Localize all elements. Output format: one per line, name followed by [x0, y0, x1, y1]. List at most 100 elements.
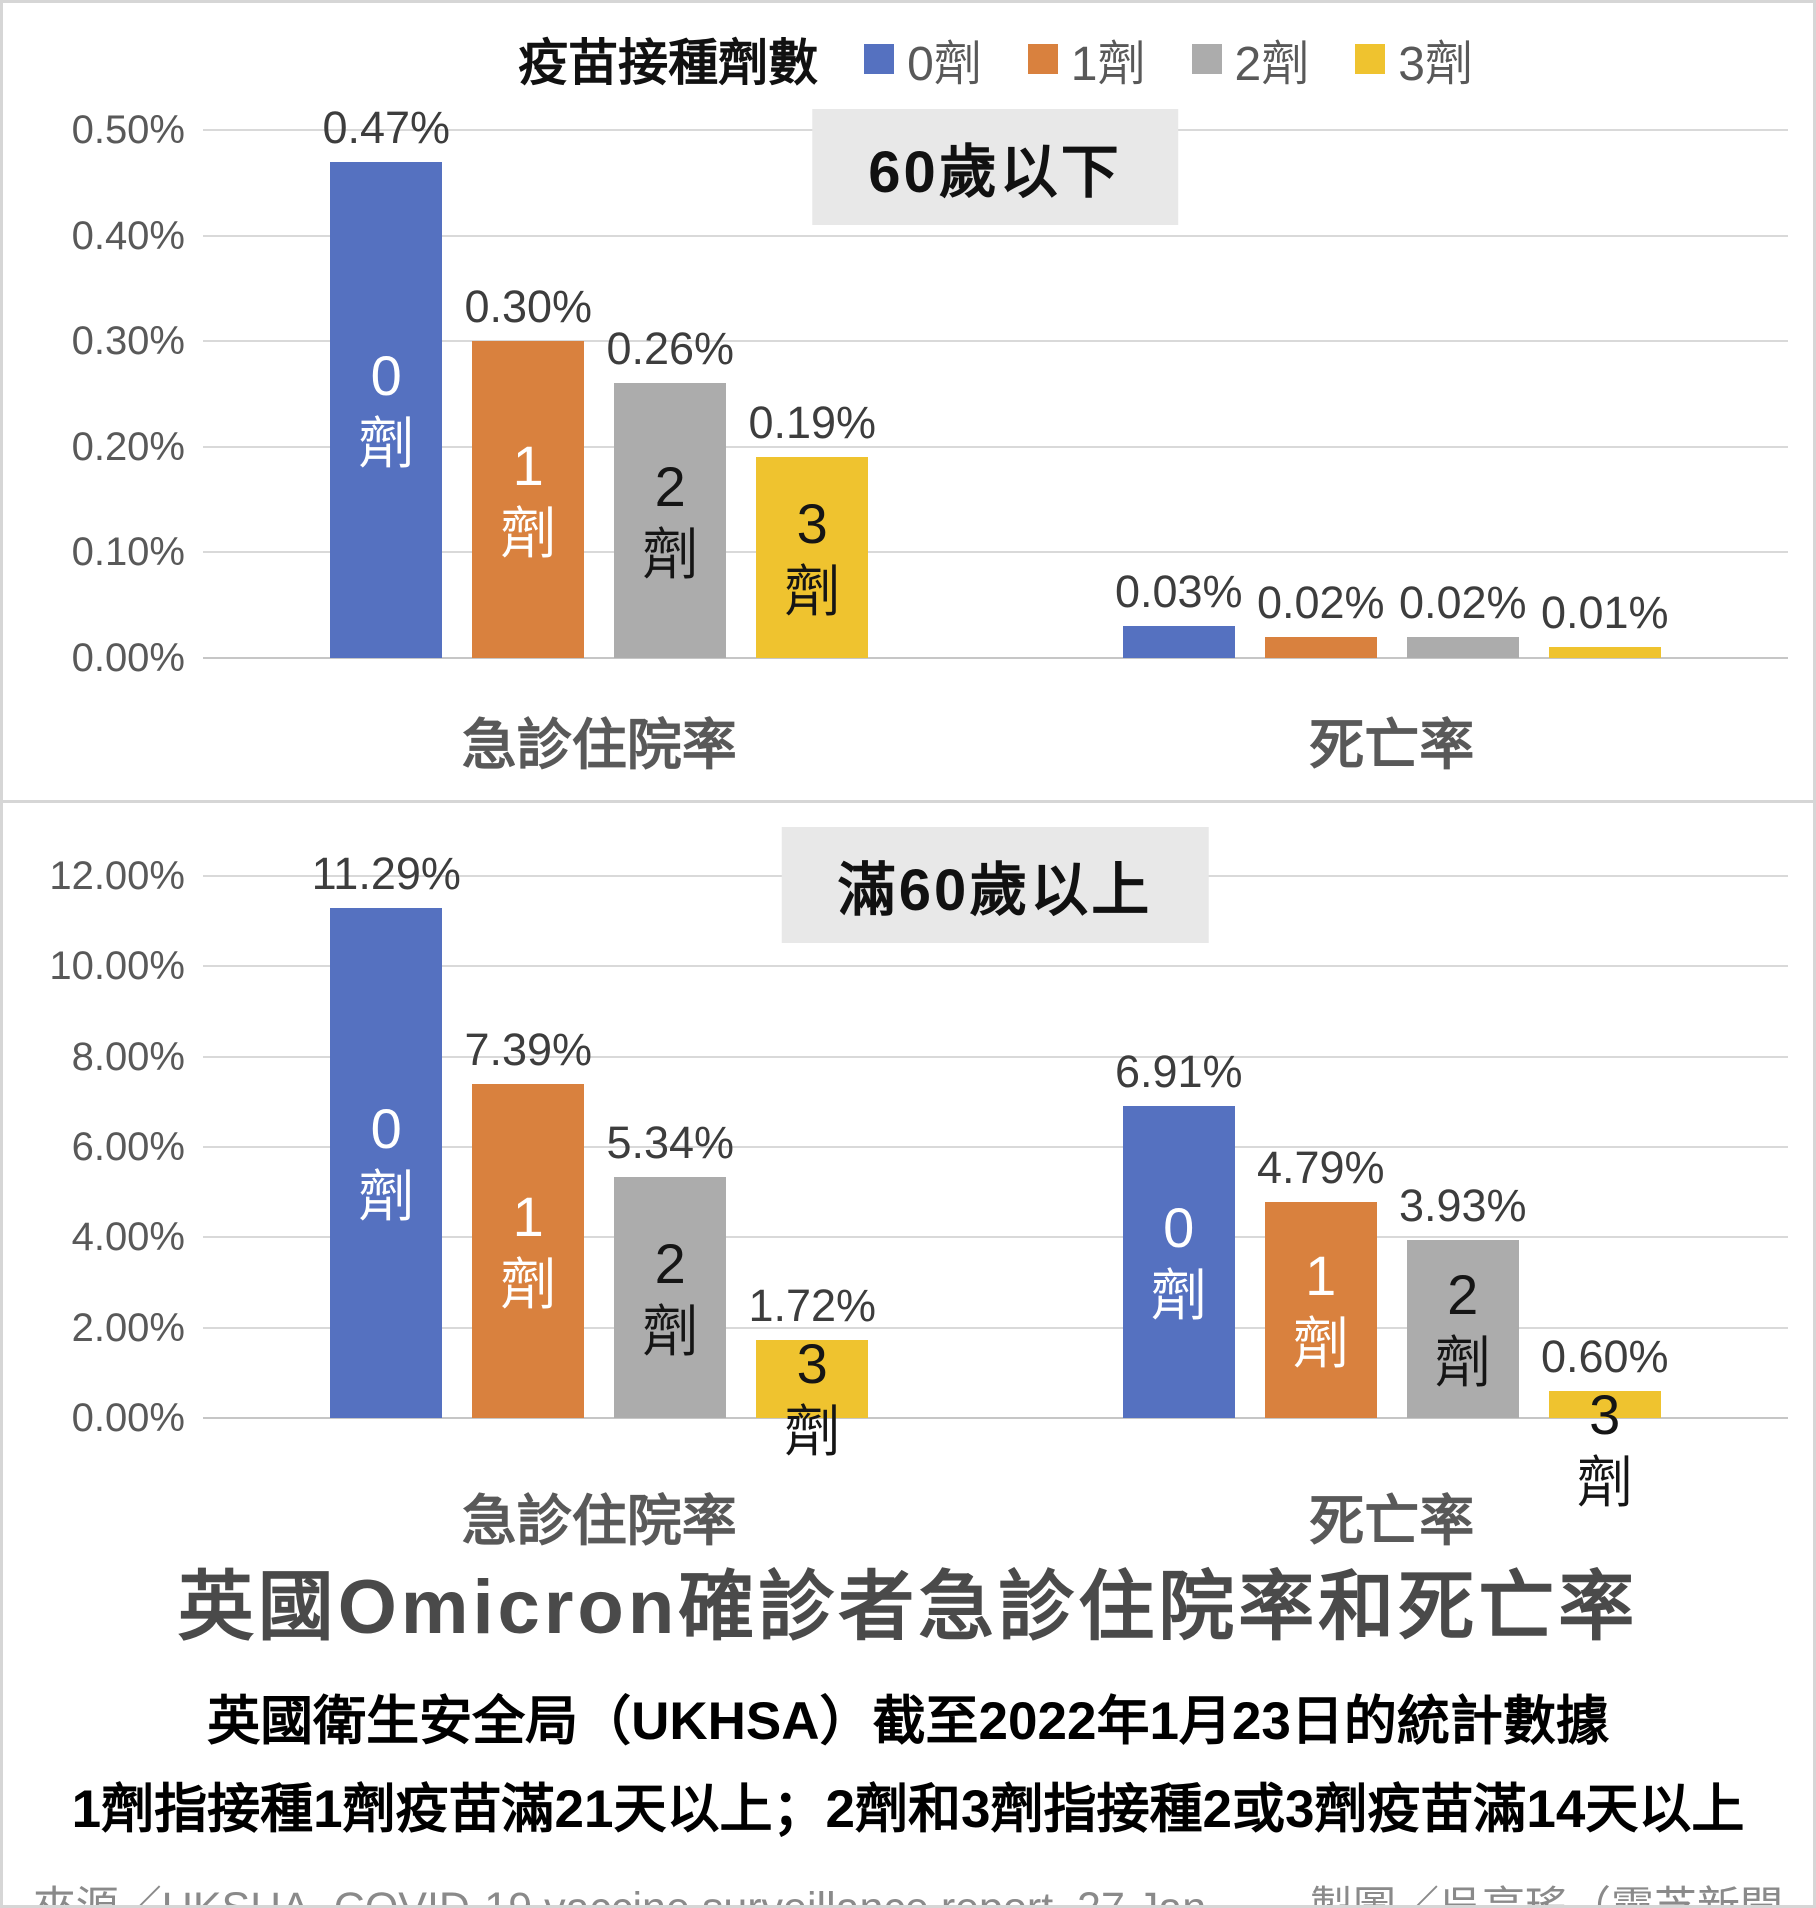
- chart-panel-under-60: 疫苗接種劑數 0劑 1劑 2劑 3劑 60歲以下 0.47% 0 劑 0.30% 1 劑 0.…: [3, 3, 1813, 800]
- y-axis-tick: 10.00%: [49, 944, 185, 989]
- bar-1劑-急診住院率: 0.30% 1 劑: [464, 281, 592, 658]
- age-group-badge-under-60: 60歲以下: [812, 109, 1178, 225]
- gridline: [203, 1326, 1788, 1329]
- footer: 英國Omicron確診者急診住院率和死亡率 英國衛生安全局（UKHSA）截至20…: [3, 1545, 1813, 1908]
- source-row: 來源／UKSHA, COVID-19 vaccine surveillance …: [3, 1873, 1813, 1908]
- bar-dose-label: 1 劑: [500, 433, 557, 565]
- legend-swatch-icon: [1355, 44, 1386, 74]
- bar-value-label: 0.26%: [606, 323, 735, 374]
- gridline: [203, 1417, 1788, 1419]
- y-axis-tick: 8.00%: [71, 1034, 185, 1079]
- bar-dose-label: 0 劑: [1150, 1196, 1207, 1327]
- legend-title: 疫苗接種劑數: [518, 35, 819, 91]
- bar-value-label: 7.39%: [464, 1024, 593, 1075]
- bar-value-label: 0.03%: [1114, 566, 1243, 617]
- age-group-badge-over-60: 滿60歲以上: [781, 827, 1209, 943]
- bar-value-label: 0.60%: [1540, 1331, 1669, 1382]
- bar-group-hospitalization: 0.47% 0 劑 0.30% 1 劑 0.26% 2 劑 0.19% 3 劑急診住院率: [203, 102, 996, 776]
- gridline: [203, 340, 1788, 343]
- y-axis-tick: 0.00%: [71, 636, 185, 680]
- plot-area-under-60: 0.47% 0 劑 0.30% 1 劑 0.26% 2 劑 0.19% 3 劑急診住院率 0.0…: [203, 102, 1789, 776]
- bar-2劑-死亡率: 3.93% 2 劑: [1399, 1180, 1527, 1418]
- legend-item-2劑: 2劑: [1191, 24, 1310, 94]
- bar-group-hospitalization: 11.29% 0 劑 7.39% 1 劑 5.34% 2 劑 1.72% 3 劑急診住院率: [203, 848, 996, 1552]
- bar-group-death: 0.03% 0.02% 0.02% 0.01% 死亡率: [996, 130, 1789, 776]
- bar-value-label: 6.91%: [1114, 1046, 1243, 1097]
- y-axis-tick: 0.00%: [71, 1396, 185, 1440]
- bars-row: 0.03% 0.02% 0.02% 0.01%: [1115, 566, 1669, 658]
- bar-dose-label: 0 劑: [358, 344, 415, 475]
- bar-value-label: 0.01%: [1540, 587, 1669, 638]
- bar-3劑-死亡率: 0.01%: [1541, 587, 1669, 658]
- bar-2劑-急診住院率: 0.26% 2 劑: [606, 323, 734, 658]
- bar-2劑-急診住院率: 5.34% 2 劑: [606, 1117, 734, 1418]
- y-axis-tick: 0.30%: [71, 319, 185, 364]
- legend-item-label: 0劑: [907, 38, 982, 91]
- gridline: [203, 234, 1788, 237]
- source-text: 來源／UKSHA, COVID-19 vaccine surveillance …: [32, 1884, 1207, 1908]
- y-axis-tick: 0.40%: [71, 213, 185, 258]
- chart-note: 1劑指接種1劑疫苗滿21天以上；2劑和3劑指接種2或3劑疫苗滿14天以上: [71, 1780, 1745, 1839]
- y-axis-tick: 0.50%: [71, 108, 185, 152]
- bar-value-label: 11.29%: [311, 848, 461, 899]
- y-axis-tick: 2.00%: [71, 1305, 185, 1350]
- gridline: [203, 965, 1788, 968]
- legend-items: 0劑 1劑 2劑 3劑: [864, 24, 1473, 94]
- bar-3劑-急診住院率: 0.19% 3 劑: [748, 397, 876, 658]
- category-label: 死亡率: [1309, 714, 1475, 776]
- bar-0劑-死亡率: 6.91% 0 劑: [1115, 1046, 1243, 1418]
- gridline: [203, 551, 1788, 554]
- credit-text: 製圖／吳亭瑤（靈芝新聞網）: [1309, 1884, 1783, 1908]
- bar-value-label: 0.02%: [1398, 577, 1527, 628]
- bar-1劑-死亡率: 0.02%: [1257, 577, 1385, 658]
- bar-group-death: 6.91% 0 劑 4.79% 1 劑 3.93% 2 劑 0.60% 3 劑死亡率: [996, 876, 1789, 1552]
- bar-value-label: 3.93%: [1398, 1180, 1527, 1231]
- bar-3劑-急診住院率: 1.72% 3 劑: [748, 1280, 876, 1463]
- bar-value-label: 4.79%: [1256, 1142, 1385, 1193]
- bar-0劑-死亡率: 0.03%: [1115, 566, 1243, 658]
- bar-1劑-死亡率: 4.79% 1 劑: [1257, 1142, 1385, 1418]
- bar-value-label: 0.47%: [322, 102, 451, 153]
- bar-dose-label: 3 劑: [1576, 1383, 1633, 1514]
- legend-swatch-icon: [1191, 44, 1222, 74]
- bar-dose-label: 1 劑: [1292, 1244, 1349, 1375]
- legend-swatch-icon: [1027, 44, 1058, 74]
- legend-item-1劑: 1劑: [1027, 24, 1146, 94]
- bar-value-label: 1.72%: [748, 1280, 877, 1331]
- category-label: 急診住院率: [461, 1490, 737, 1552]
- category-label: 急診住院率: [461, 714, 737, 776]
- bar-dose-label: 1 劑: [500, 1185, 557, 1316]
- bars-row: 11.29% 0 劑 7.39% 1 劑 5.34% 2 劑 1.72% 3 劑: [312, 848, 876, 1463]
- y-axis-tick: 0.20%: [71, 424, 185, 469]
- gridline: [203, 1055, 1788, 1058]
- legend-item-label: 3劑: [1398, 38, 1473, 91]
- y-axis-tick: 12.00%: [49, 854, 185, 898]
- bar-dose-label: 2 劑: [1434, 1263, 1491, 1394]
- y-axis-tick: 6.00%: [71, 1125, 185, 1169]
- chart-subtitle: 英國衛生安全局（UKHSA）截至2022年1月23日的統計數據: [207, 1692, 1609, 1751]
- legend-item-label: 1劑: [1070, 38, 1146, 91]
- y-axis-tick: 4.00%: [71, 1215, 185, 1260]
- gridline: [203, 445, 1788, 448]
- bar-dose-label: 3 劑: [784, 491, 841, 623]
- bar-2劑-死亡率: 0.02%: [1399, 577, 1527, 658]
- bar-1劑-急診住院率: 7.39% 1 劑: [464, 1024, 592, 1418]
- legend-swatch-icon: [864, 44, 895, 74]
- bar-dose-label: 3 劑: [784, 1332, 841, 1463]
- bar-3劑-死亡率: 0.60% 3 劑: [1541, 1331, 1669, 1514]
- bar-value-label: 5.34%: [606, 1117, 735, 1168]
- bar-dose-label: 2 劑: [642, 454, 699, 586]
- gridline: [203, 1146, 1788, 1148]
- gridline: [203, 1236, 1788, 1239]
- legend-item-3劑: 3劑: [1355, 24, 1473, 94]
- gridline: [203, 657, 1788, 659]
- y-axis-tick: 0.10%: [71, 530, 185, 575]
- bar-value-label: 0.30%: [464, 281, 593, 332]
- bar-0劑-急診住院率: 11.29% 0 劑: [312, 848, 461, 1418]
- category-label: 死亡率: [1309, 1490, 1475, 1552]
- chart-panel-over-60: 滿60歲以上 11.29% 0 劑 7.39% 1 劑 5.34% 2 劑 1.72% 3 劑…: [3, 800, 1813, 1905]
- bar-value-label: 0.19%: [748, 397, 877, 448]
- legend-item-label: 2劑: [1234, 38, 1310, 91]
- chart-main-title: 英國Omicron確診者急診住院率和死亡率: [177, 1565, 1639, 1650]
- bars-row: 6.91% 0 劑 4.79% 1 劑 3.93% 2 劑 0.60% 3 劑: [1115, 1046, 1669, 1514]
